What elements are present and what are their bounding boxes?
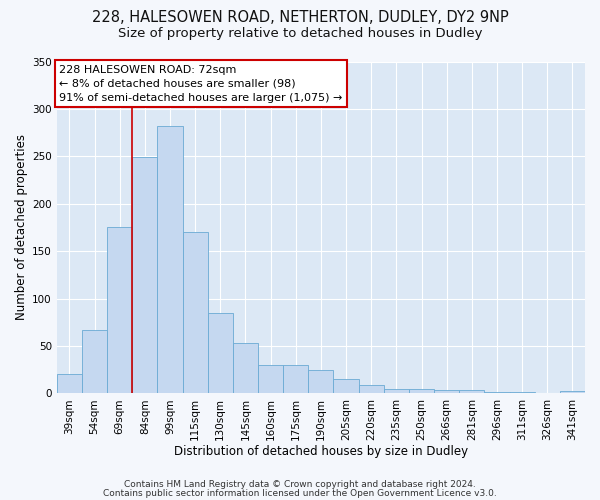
Bar	[459, 390, 484, 394]
Text: Contains public sector information licensed under the Open Government Licence v3: Contains public sector information licen…	[103, 488, 497, 498]
Bar	[258, 365, 283, 394]
Text: Size of property relative to detached houses in Dudley: Size of property relative to detached ho…	[118, 28, 482, 40]
Bar	[82, 330, 107, 394]
Bar	[182, 232, 208, 394]
Bar	[308, 370, 334, 394]
Bar	[208, 313, 233, 394]
Bar	[57, 374, 82, 394]
Bar	[107, 228, 132, 394]
Bar	[560, 390, 585, 394]
X-axis label: Distribution of detached houses by size in Dudley: Distribution of detached houses by size …	[174, 444, 468, 458]
Text: 228 HALESOWEN ROAD: 72sqm
← 8% of detached houses are smaller (98)
91% of semi-d: 228 HALESOWEN ROAD: 72sqm ← 8% of detach…	[59, 65, 343, 103]
Text: Contains HM Land Registry data © Crown copyright and database right 2024.: Contains HM Land Registry data © Crown c…	[124, 480, 476, 489]
Bar	[384, 388, 409, 394]
Text: 228, HALESOWEN ROAD, NETHERTON, DUDLEY, DY2 9NP: 228, HALESOWEN ROAD, NETHERTON, DUDLEY, …	[92, 10, 508, 25]
Bar	[434, 390, 459, 394]
Bar	[484, 392, 509, 394]
Bar	[509, 392, 535, 394]
Bar	[233, 343, 258, 394]
Bar	[359, 385, 384, 394]
Bar	[334, 379, 359, 394]
Y-axis label: Number of detached properties: Number of detached properties	[15, 134, 28, 320]
Bar	[283, 365, 308, 394]
Bar	[409, 388, 434, 394]
Bar	[157, 126, 182, 394]
Bar	[132, 158, 157, 394]
